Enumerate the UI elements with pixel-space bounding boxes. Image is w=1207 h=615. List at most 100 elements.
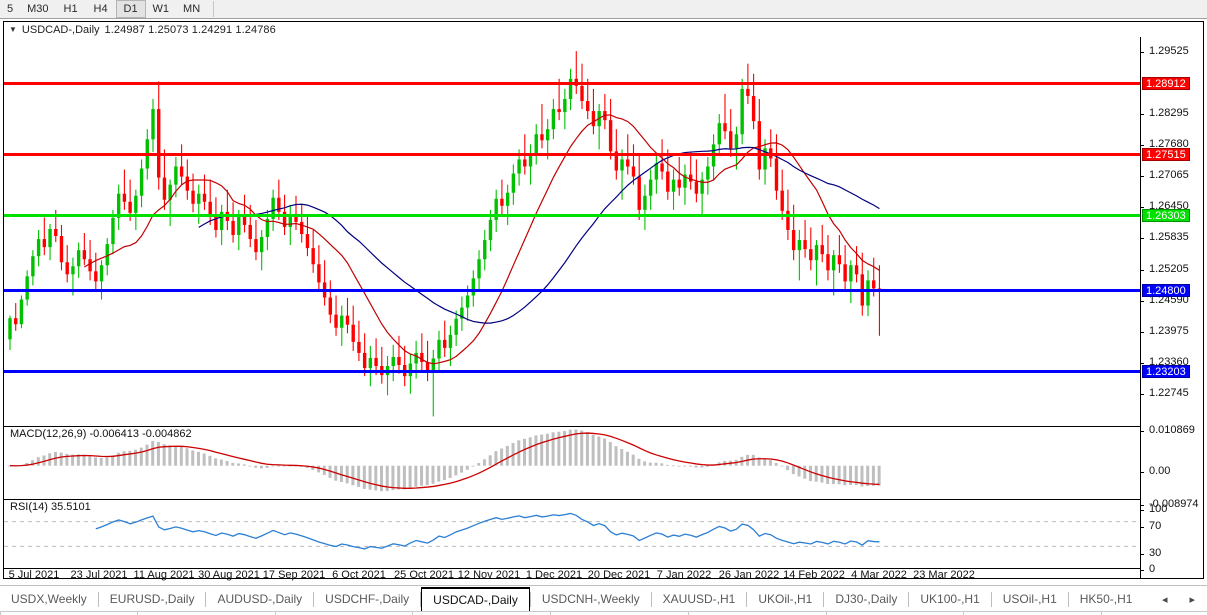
price-tick-label: 1.27065	[1149, 169, 1189, 182]
timeframe-button-mn[interactable]: MN	[176, 0, 208, 18]
macd-indicator-panel[interactable]: MACD(12,26,9) -0.006413 -0.004862	[4, 426, 1140, 498]
date-axis-label: 26 Jan 2022	[718, 569, 780, 581]
timeframe-button-5[interactable]: 5	[0, 0, 21, 18]
timeframe-button-group: 5 M30 H1 H4 D1 W1 MN	[0, 0, 218, 18]
date-axis-label: 20 Dec 2021	[587, 569, 651, 581]
macd-axis-label: 0.010869	[1149, 424, 1195, 436]
chart-tab-usdchf--daily[interactable]: USDCHF-,Daily	[325, 592, 410, 606]
chart-tab-hk50--h1[interactable]: HK50-,H1	[1079, 592, 1133, 606]
timeframe-button-w1[interactable]: W1	[145, 0, 177, 18]
date-axis-label: 12 Nov 2021	[457, 569, 521, 581]
timeframe-toolbar: 5 M30 H1 H4 D1 W1 MN	[0, 0, 1207, 19]
price-axis[interactable]: 1.29525 1.28295 1.27680 1.27065 1.26450 1.258…	[1140, 22, 1203, 578]
chart-tab-usdcad--daily[interactable]: USDCAD-,Daily	[421, 586, 530, 612]
price-tick-label: 1.27680	[1149, 138, 1189, 151]
toolbar-separator	[213, 1, 215, 17]
tab-separator	[313, 591, 315, 607]
chart-tab-usdx-weekly[interactable]: USDX,Weekly	[11, 592, 87, 606]
level-line-resistance-1.27515[interactable]	[4, 152, 1140, 156]
chart-symbol-period-label: USDCAD-,Daily	[21, 23, 100, 36]
chart-tab-strip: USDX,Weekly EURUSD-,Daily AUDUSD-,Daily USD…	[0, 586, 1143, 612]
price-level-label-1.23203[interactable]: 1.23203	[1142, 364, 1190, 378]
date-axis-label: 7 Jan 2022	[656, 569, 712, 581]
level-line-support-1.23203[interactable]	[4, 369, 1140, 373]
chart-tab-xauusd--h1[interactable]: XAUUSD-,H1	[662, 592, 736, 606]
chart-tab-dj30--daily[interactable]: DJ30-,Daily	[835, 592, 898, 606]
tab-separator	[420, 591, 422, 607]
timeframe-button-h4[interactable]: H4	[85, 0, 116, 18]
macd-axis-label: -0.008974	[1149, 498, 1199, 510]
date-axis-label: 23 Mar 2022	[913, 569, 975, 581]
tab-separator	[823, 591, 825, 607]
tab-column-tick	[688, 611, 689, 615]
tab-scroll-right-icon[interactable]: ▸	[1189, 593, 1195, 606]
price-plot-area[interactable]	[4, 37, 1140, 425]
date-axis-label: 1 Dec 2021	[525, 569, 583, 581]
tab-column-tick	[0, 611, 1, 615]
tab-column-tick	[412, 611, 413, 615]
date-axis-label: 25 Oct 2021	[394, 569, 454, 581]
rsi-series	[4, 512, 1140, 550]
chart-tab-bar: USDX,Weekly EURUSD-,Daily AUDUSD-,Daily USD…	[0, 585, 1207, 615]
date-axis-label: 23 Jul 2021	[70, 569, 128, 581]
price-level-label-1.24800[interactable]: 1.24800	[1142, 284, 1190, 298]
chart-window: ▼ USDCAD-,Daily 1.24987 1.25073 1.24291 …	[3, 21, 1204, 581]
tab-separator	[205, 591, 207, 607]
chart-menu-caret-icon[interactable]: ▼	[9, 24, 17, 34]
level-line-pivot-1.26303[interactable]	[4, 213, 1140, 217]
macd-series	[8, 429, 881, 492]
candlestick-series	[8, 51, 882, 417]
tab-separator	[529, 591, 531, 607]
chart-tab-usdcnh--weekly[interactable]: USDCNH-,Weekly	[541, 592, 640, 606]
price-tick-label: 1.29525	[1149, 45, 1189, 58]
price-level-label-1.26303[interactable]: 1.26303	[1142, 208, 1190, 222]
date-axis-label: 14 Feb 2022	[783, 569, 845, 581]
tab-separator	[1067, 591, 1069, 607]
date-axis-label: 6 Oct 2021	[332, 569, 386, 581]
tab-bar-underline	[0, 611, 1207, 612]
tab-separator	[746, 591, 748, 607]
date-axis: 5 Jul 2021 23 Jul 2021 11 Aug 2021 30 Aug 2…	[4, 568, 1140, 581]
price-level-label-1.27515[interactable]: 1.27515	[1142, 147, 1190, 161]
tab-column-tick	[1101, 611, 1102, 615]
rsi-axis-label: 100	[1149, 503, 1168, 515]
tab-separator	[97, 591, 99, 607]
date-axis-label: 4 Mar 2022	[851, 569, 907, 581]
price-tick-label: 1.28295	[1149, 107, 1189, 120]
chart-tab-uk100--h1[interactable]: UK100-,H1	[920, 592, 980, 606]
timeframe-button-m30[interactable]: M30	[20, 0, 56, 18]
price-level-label-1.28912[interactable]: 1.28912	[1142, 77, 1190, 91]
price-tick-label: 1.23975	[1149, 325, 1189, 338]
tab-column-tick	[826, 611, 827, 615]
price-tick-label: 1.25835	[1149, 231, 1189, 244]
tab-separator	[990, 591, 992, 607]
macd-label: MACD(12,26,9) -0.006413 -0.004862	[8, 428, 194, 440]
date-axis-label: 17 Sep 2021	[262, 569, 326, 581]
level-line-resistance-1.28912[interactable]	[4, 82, 1140, 86]
date-axis-label: 11 Aug 2021	[133, 569, 195, 581]
tab-column-tick	[963, 611, 964, 615]
level-line-support-1.248[interactable]	[4, 289, 1140, 293]
timeframe-button-d1[interactable]: D1	[115, 0, 146, 18]
chart-ohlc-values: 1.24987 1.25073 1.24291 1.24786	[104, 23, 276, 36]
chart-tab-eurusd--daily[interactable]: EURUSD-,Daily	[109, 592, 195, 606]
chart-tab-usoil--h1[interactable]: USOil-,H1	[1002, 592, 1057, 606]
timeframe-button-h1[interactable]: H1	[55, 0, 86, 18]
rsi-axis-label: 70	[1149, 520, 1162, 532]
tab-scroll-controls: ◂ ▸	[1158, 589, 1199, 609]
rsi-axis-label: 30	[1149, 547, 1162, 559]
rsi-indicator-panel[interactable]: RSI(14) 35.5101	[4, 499, 1140, 568]
chart-tab-ukoil--h1[interactable]: UKOil-,H1	[758, 592, 813, 606]
price-tick-label: 1.22745	[1149, 387, 1189, 399]
date-axis-label: 30 Aug 2021	[198, 569, 260, 581]
macd-axis-label: 0.00	[1149, 465, 1171, 477]
price-tick-label: 1.25205	[1149, 263, 1189, 276]
tab-column-tick	[550, 611, 551, 615]
tab-scroll-left-icon[interactable]: ◂	[1161, 593, 1168, 606]
chart-tab-audusd--daily[interactable]: AUDUSD-,Daily	[217, 592, 303, 606]
tab-column-tick	[137, 611, 138, 615]
rsi-axis-label: 0	[1149, 563, 1156, 575]
tab-separator	[908, 591, 910, 607]
date-axis-label: 5 Jul 2021	[8, 569, 60, 581]
